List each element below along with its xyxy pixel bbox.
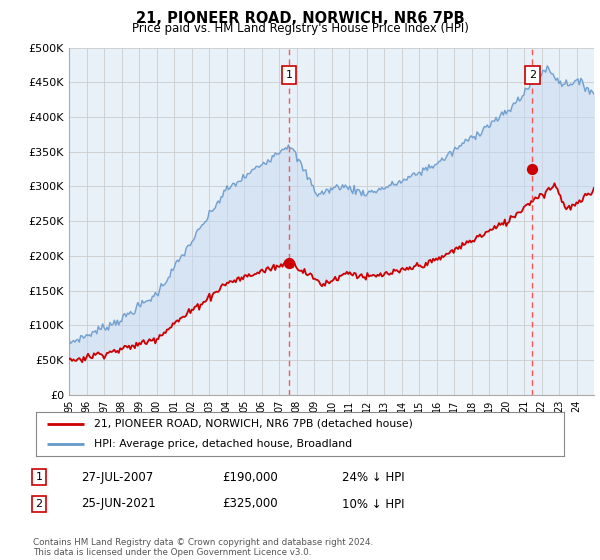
Text: 2: 2 [35,499,43,509]
Text: 10% ↓ HPI: 10% ↓ HPI [342,497,404,511]
Point [284,258,294,267]
Point [527,165,537,174]
Text: 24% ↓ HPI: 24% ↓ HPI [342,470,404,484]
Text: Price paid vs. HM Land Registry's House Price Index (HPI): Price paid vs. HM Land Registry's House … [131,22,469,35]
Text: 27-JUL-2007: 27-JUL-2007 [81,470,153,484]
Text: 25-JUN-2021: 25-JUN-2021 [81,497,156,511]
Text: 21, PIONEER ROAD, NORWICH, NR6 7PB: 21, PIONEER ROAD, NORWICH, NR6 7PB [136,11,464,26]
Text: Contains HM Land Registry data © Crown copyright and database right 2024.
This d: Contains HM Land Registry data © Crown c… [33,538,373,557]
Text: HPI: Average price, detached house, Broadland: HPI: Average price, detached house, Broa… [94,439,352,449]
Text: 1: 1 [35,472,43,482]
Text: 1: 1 [286,71,292,81]
Text: £325,000: £325,000 [222,497,278,511]
Text: 21, PIONEER ROAD, NORWICH, NR6 7PB (detached house): 21, PIONEER ROAD, NORWICH, NR6 7PB (deta… [94,419,413,429]
Text: 2: 2 [529,71,536,81]
Text: £190,000: £190,000 [222,470,278,484]
